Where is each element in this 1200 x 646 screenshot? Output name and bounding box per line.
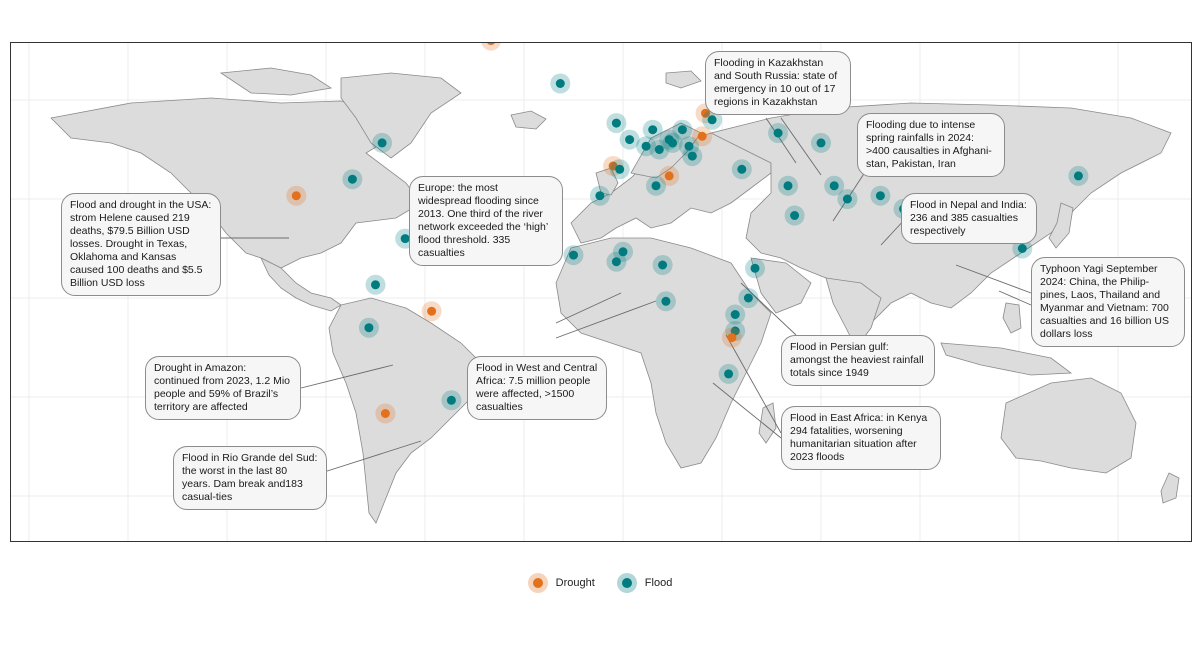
flood-marker (364, 323, 374, 333)
world-map[interactable] (11, 43, 1192, 542)
leader-kazakhstan-2 (780, 117, 822, 176)
drought-marker (697, 131, 707, 141)
flood-marker (743, 293, 753, 303)
land-madagascar (758, 402, 777, 444)
map-frame: Flooding in Kazakhstan and South Russia:… (10, 42, 1192, 542)
flood-marker (750, 263, 760, 273)
flood-marker (446, 395, 456, 405)
flood-marker (569, 250, 578, 260)
flood-marker (371, 280, 380, 290)
leader-yagi-1 (955, 264, 1032, 294)
drought-marker-halo (481, 43, 501, 51)
drought-marker (380, 409, 390, 418)
land-japan (1048, 202, 1074, 249)
drought-marker (701, 108, 710, 118)
legend-flood-label: Flood (644, 577, 673, 589)
legend: Drought Flood (0, 572, 1200, 594)
flood-marker (829, 181, 839, 191)
drought-marker (664, 171, 674, 181)
callout-persian: Flood in Persian gulf: amongst the heavi… (781, 335, 935, 386)
land-scandinavia (630, 122, 702, 179)
drought-marker (291, 191, 301, 201)
callout-usa: Flood and drought in the USA: strom Hele… (61, 193, 221, 296)
drought-marker (727, 333, 737, 343)
callout-eastafrica: Flood in East Africa: in Kenya 294 fatal… (781, 406, 941, 470)
land-britain (595, 167, 619, 196)
flood-marker (724, 369, 734, 379)
flood-marker (707, 115, 717, 125)
land-iceland (510, 110, 547, 130)
land-africa (555, 237, 772, 469)
flood-marker (687, 151, 697, 161)
land-arabia (750, 257, 812, 314)
flood-marker (400, 234, 410, 244)
callout-amazon: Drought in Amazon: continued from 2023, … (145, 356, 301, 420)
legend-drought-label: Drought (555, 577, 595, 589)
flood-marker-icon (616, 573, 637, 593)
land-south-america (328, 297, 482, 524)
land-central-america (260, 257, 342, 312)
flood-marker (625, 135, 635, 145)
callout-kazakhstan: Flooding in Kazakhstan and South Russia:… (705, 51, 851, 115)
callout-afghanistan: Flooding due to intense spring rainfalls… (857, 113, 1005, 177)
flood-marker (668, 138, 677, 148)
leader-westafrica-2 (555, 300, 657, 339)
leader-eastafrica-2 (712, 382, 782, 439)
leader-eastafrica-1 (725, 334, 782, 434)
land-svalbard (665, 70, 702, 89)
land-greenland (340, 72, 462, 159)
leader-yagi-2 (998, 290, 1032, 306)
flood-marker (773, 128, 783, 138)
drought-marker (487, 43, 495, 46)
flood-marker (730, 310, 740, 319)
flood-marker (615, 164, 625, 174)
flood-marker (347, 174, 357, 184)
flood-marker (651, 181, 661, 191)
leader-persian (740, 282, 797, 336)
flood-marker (677, 125, 687, 135)
land-new-zealand (1160, 472, 1180, 504)
flood-marker (611, 118, 621, 128)
flood-marker (658, 260, 668, 270)
flood-marker (618, 247, 628, 257)
flood-marker (611, 257, 621, 267)
callout-westafrica: Flood in West and Central Africa: 7.5 mi… (467, 356, 607, 420)
flood-marker (737, 164, 747, 174)
legend-flood: Flood (616, 573, 673, 593)
callout-riogrande: Flood in Rio Grande del Sud: the worst i… (173, 446, 327, 510)
flood-dot (621, 578, 632, 588)
flood-marker (595, 191, 605, 201)
flood-marker (648, 125, 658, 135)
land-philippines (1002, 302, 1022, 334)
flood-marker (684, 141, 694, 151)
leader-riogrande (320, 440, 422, 474)
flood-marker (842, 194, 852, 204)
flood-marker (661, 296, 671, 306)
land-canadian-islands (219, 67, 333, 96)
leader-amazon (300, 364, 394, 389)
flood-marker (1017, 244, 1027, 253)
drought-marker (427, 306, 437, 316)
callout-europe: Europe: the most widespread flooding sin… (409, 176, 563, 266)
flood-marker (816, 138, 826, 148)
callout-nepal: Flood in Nepal and India: 236 and 385 ca… (901, 193, 1037, 244)
drought-dot (532, 578, 543, 588)
flood-marker (1073, 171, 1083, 181)
flood-marker (555, 79, 565, 88)
land-indonesia (940, 342, 1073, 376)
callout-yagi: Typhoon Yagi September 2024: China, the … (1031, 257, 1185, 347)
flood-marker (377, 138, 387, 148)
legend-drought: Drought (527, 573, 595, 593)
drought-marker-icon (527, 573, 548, 593)
leader-kazakhstan-1 (765, 117, 797, 164)
flood-marker (790, 211, 800, 220)
land-australia (1000, 377, 1137, 474)
flood-marker (783, 181, 793, 191)
leader-westafrica-1 (555, 292, 622, 324)
flood-marker (875, 191, 885, 201)
flood-marker (654, 145, 664, 154)
flood-marker (641, 141, 651, 151)
